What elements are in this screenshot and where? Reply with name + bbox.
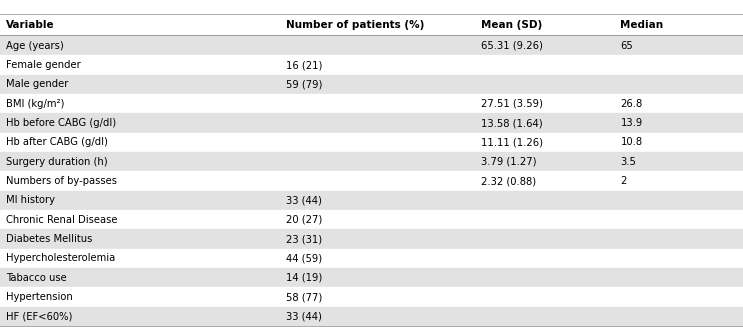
Text: 65: 65	[620, 41, 633, 51]
Bar	[0, 171, 743, 191]
Text: Median: Median	[620, 20, 663, 30]
Text: Numbers of by-passes: Numbers of by-passes	[6, 176, 117, 186]
Text: Male gender: Male gender	[6, 79, 68, 89]
Bar	[0, 307, 743, 326]
Bar	[0, 249, 743, 268]
Text: 13.58 (1.64): 13.58 (1.64)	[481, 118, 543, 128]
Text: Age (years): Age (years)	[6, 41, 64, 51]
Text: 3.5: 3.5	[620, 157, 636, 167]
Text: BMI (kg/m²): BMI (kg/m²)	[6, 99, 65, 109]
Bar	[0, 229, 743, 249]
Text: Chronic Renal Disease: Chronic Renal Disease	[6, 215, 117, 225]
Text: 2.32 (0.88): 2.32 (0.88)	[481, 176, 536, 186]
Bar	[0, 36, 743, 55]
Text: Hypertension: Hypertension	[6, 292, 73, 302]
Text: Hypercholesterolemia: Hypercholesterolemia	[6, 253, 115, 263]
Bar	[0, 287, 743, 307]
Text: 11.11 (1.26): 11.11 (1.26)	[481, 137, 543, 147]
Text: 20 (27): 20 (27)	[286, 215, 322, 225]
Bar	[0, 133, 743, 152]
Bar	[0, 152, 743, 171]
Text: 33 (44): 33 (44)	[286, 195, 322, 205]
Text: Number of patients (%): Number of patients (%)	[286, 20, 424, 30]
Text: 2: 2	[620, 176, 627, 186]
Text: Mean (SD): Mean (SD)	[481, 20, 542, 30]
Bar	[0, 210, 743, 229]
Text: 16 (21): 16 (21)	[286, 60, 322, 70]
Text: 33 (44): 33 (44)	[286, 311, 322, 321]
Text: 14 (19): 14 (19)	[286, 273, 322, 283]
Bar	[0, 191, 743, 210]
Text: Female gender: Female gender	[6, 60, 81, 70]
Text: 26.8: 26.8	[620, 99, 643, 109]
Text: 3.79 (1.27): 3.79 (1.27)	[481, 157, 537, 167]
Text: HF (EF<60%): HF (EF<60%)	[6, 311, 72, 321]
Text: Diabetes Mellitus: Diabetes Mellitus	[6, 234, 92, 244]
Text: 13.9: 13.9	[620, 118, 643, 128]
Text: Tabacco use: Tabacco use	[6, 273, 67, 283]
Text: 58 (77): 58 (77)	[286, 292, 322, 302]
Text: Hb before CABG (g/dl): Hb before CABG (g/dl)	[6, 118, 116, 128]
Bar	[0, 75, 743, 94]
Text: 65.31 (9.26): 65.31 (9.26)	[481, 41, 543, 51]
Text: Surgery duration (h): Surgery duration (h)	[6, 157, 108, 167]
Text: 23 (31): 23 (31)	[286, 234, 322, 244]
Text: MI history: MI history	[6, 195, 55, 205]
Text: 44 (59): 44 (59)	[286, 253, 322, 263]
Text: 10.8: 10.8	[620, 137, 643, 147]
Text: 59 (79): 59 (79)	[286, 79, 322, 89]
Bar	[0, 55, 743, 75]
Text: Variable: Variable	[6, 20, 54, 30]
Text: Hb after CABG (g/dl): Hb after CABG (g/dl)	[6, 137, 108, 147]
Bar	[0, 113, 743, 133]
Bar	[0, 94, 743, 113]
Text: 27.51 (3.59): 27.51 (3.59)	[481, 99, 543, 109]
Bar	[0, 268, 743, 287]
